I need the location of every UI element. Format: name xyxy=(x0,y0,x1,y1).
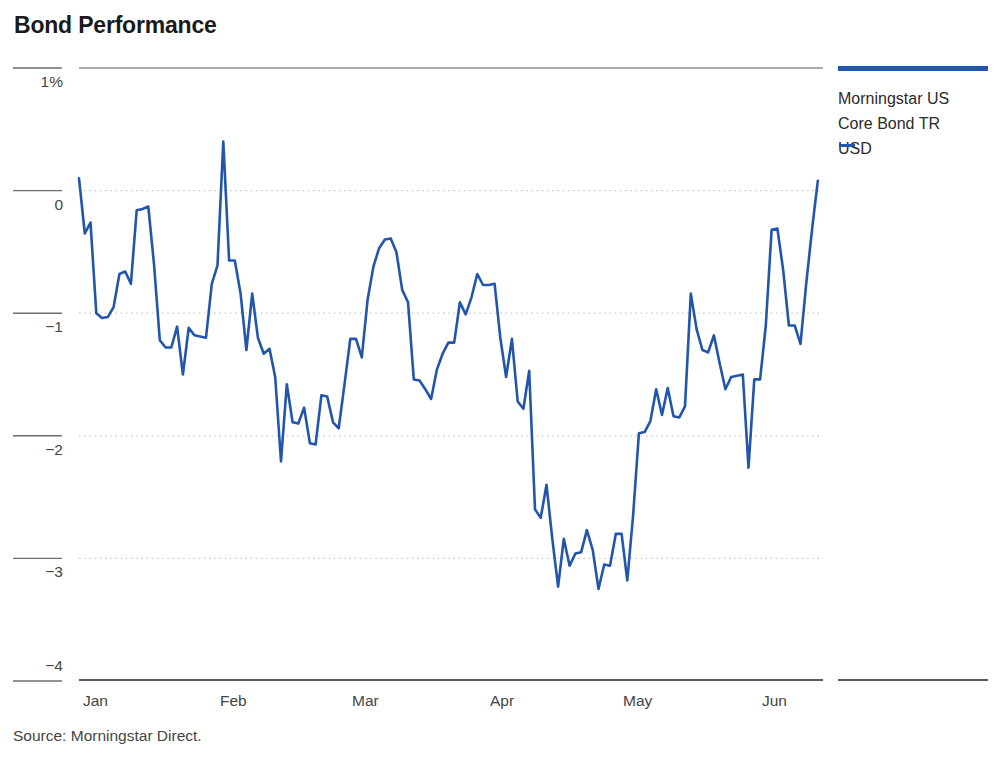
legend-line-swatch-icon xyxy=(839,144,855,147)
x-axis-month-label: Feb xyxy=(220,692,247,710)
legend: Morningstar US Core Bond TR USD xyxy=(838,66,988,683)
y-axis-tick-label: 0 xyxy=(0,196,63,214)
y-axis-tick-label: −2 xyxy=(0,441,63,459)
legend-bottom-rule xyxy=(838,679,988,681)
legend-top-rule xyxy=(838,66,988,71)
x-axis-month-label: Apr xyxy=(490,692,514,710)
bond-series-line xyxy=(79,142,818,589)
y-axis-tick-label: −4 xyxy=(0,657,63,675)
bond-performance-card: Bond Performance 1%0−1−2−3−4 JanFebMarAp… xyxy=(0,0,997,766)
x-axis-month-label: May xyxy=(623,692,652,710)
x-axis-month-label: Jun xyxy=(762,692,787,710)
x-axis-month-label: Jan xyxy=(83,692,108,710)
legend-series-label: Morningstar US Core Bond TR USD xyxy=(838,86,972,161)
y-axis-tick-label: −3 xyxy=(0,563,63,581)
y-axis-tick-label: 1% xyxy=(0,73,63,91)
x-axis-month-label: Mar xyxy=(352,692,379,710)
source-note: Source: Morningstar Direct. xyxy=(13,727,202,745)
y-axis-tick-label: −1 xyxy=(0,318,63,336)
